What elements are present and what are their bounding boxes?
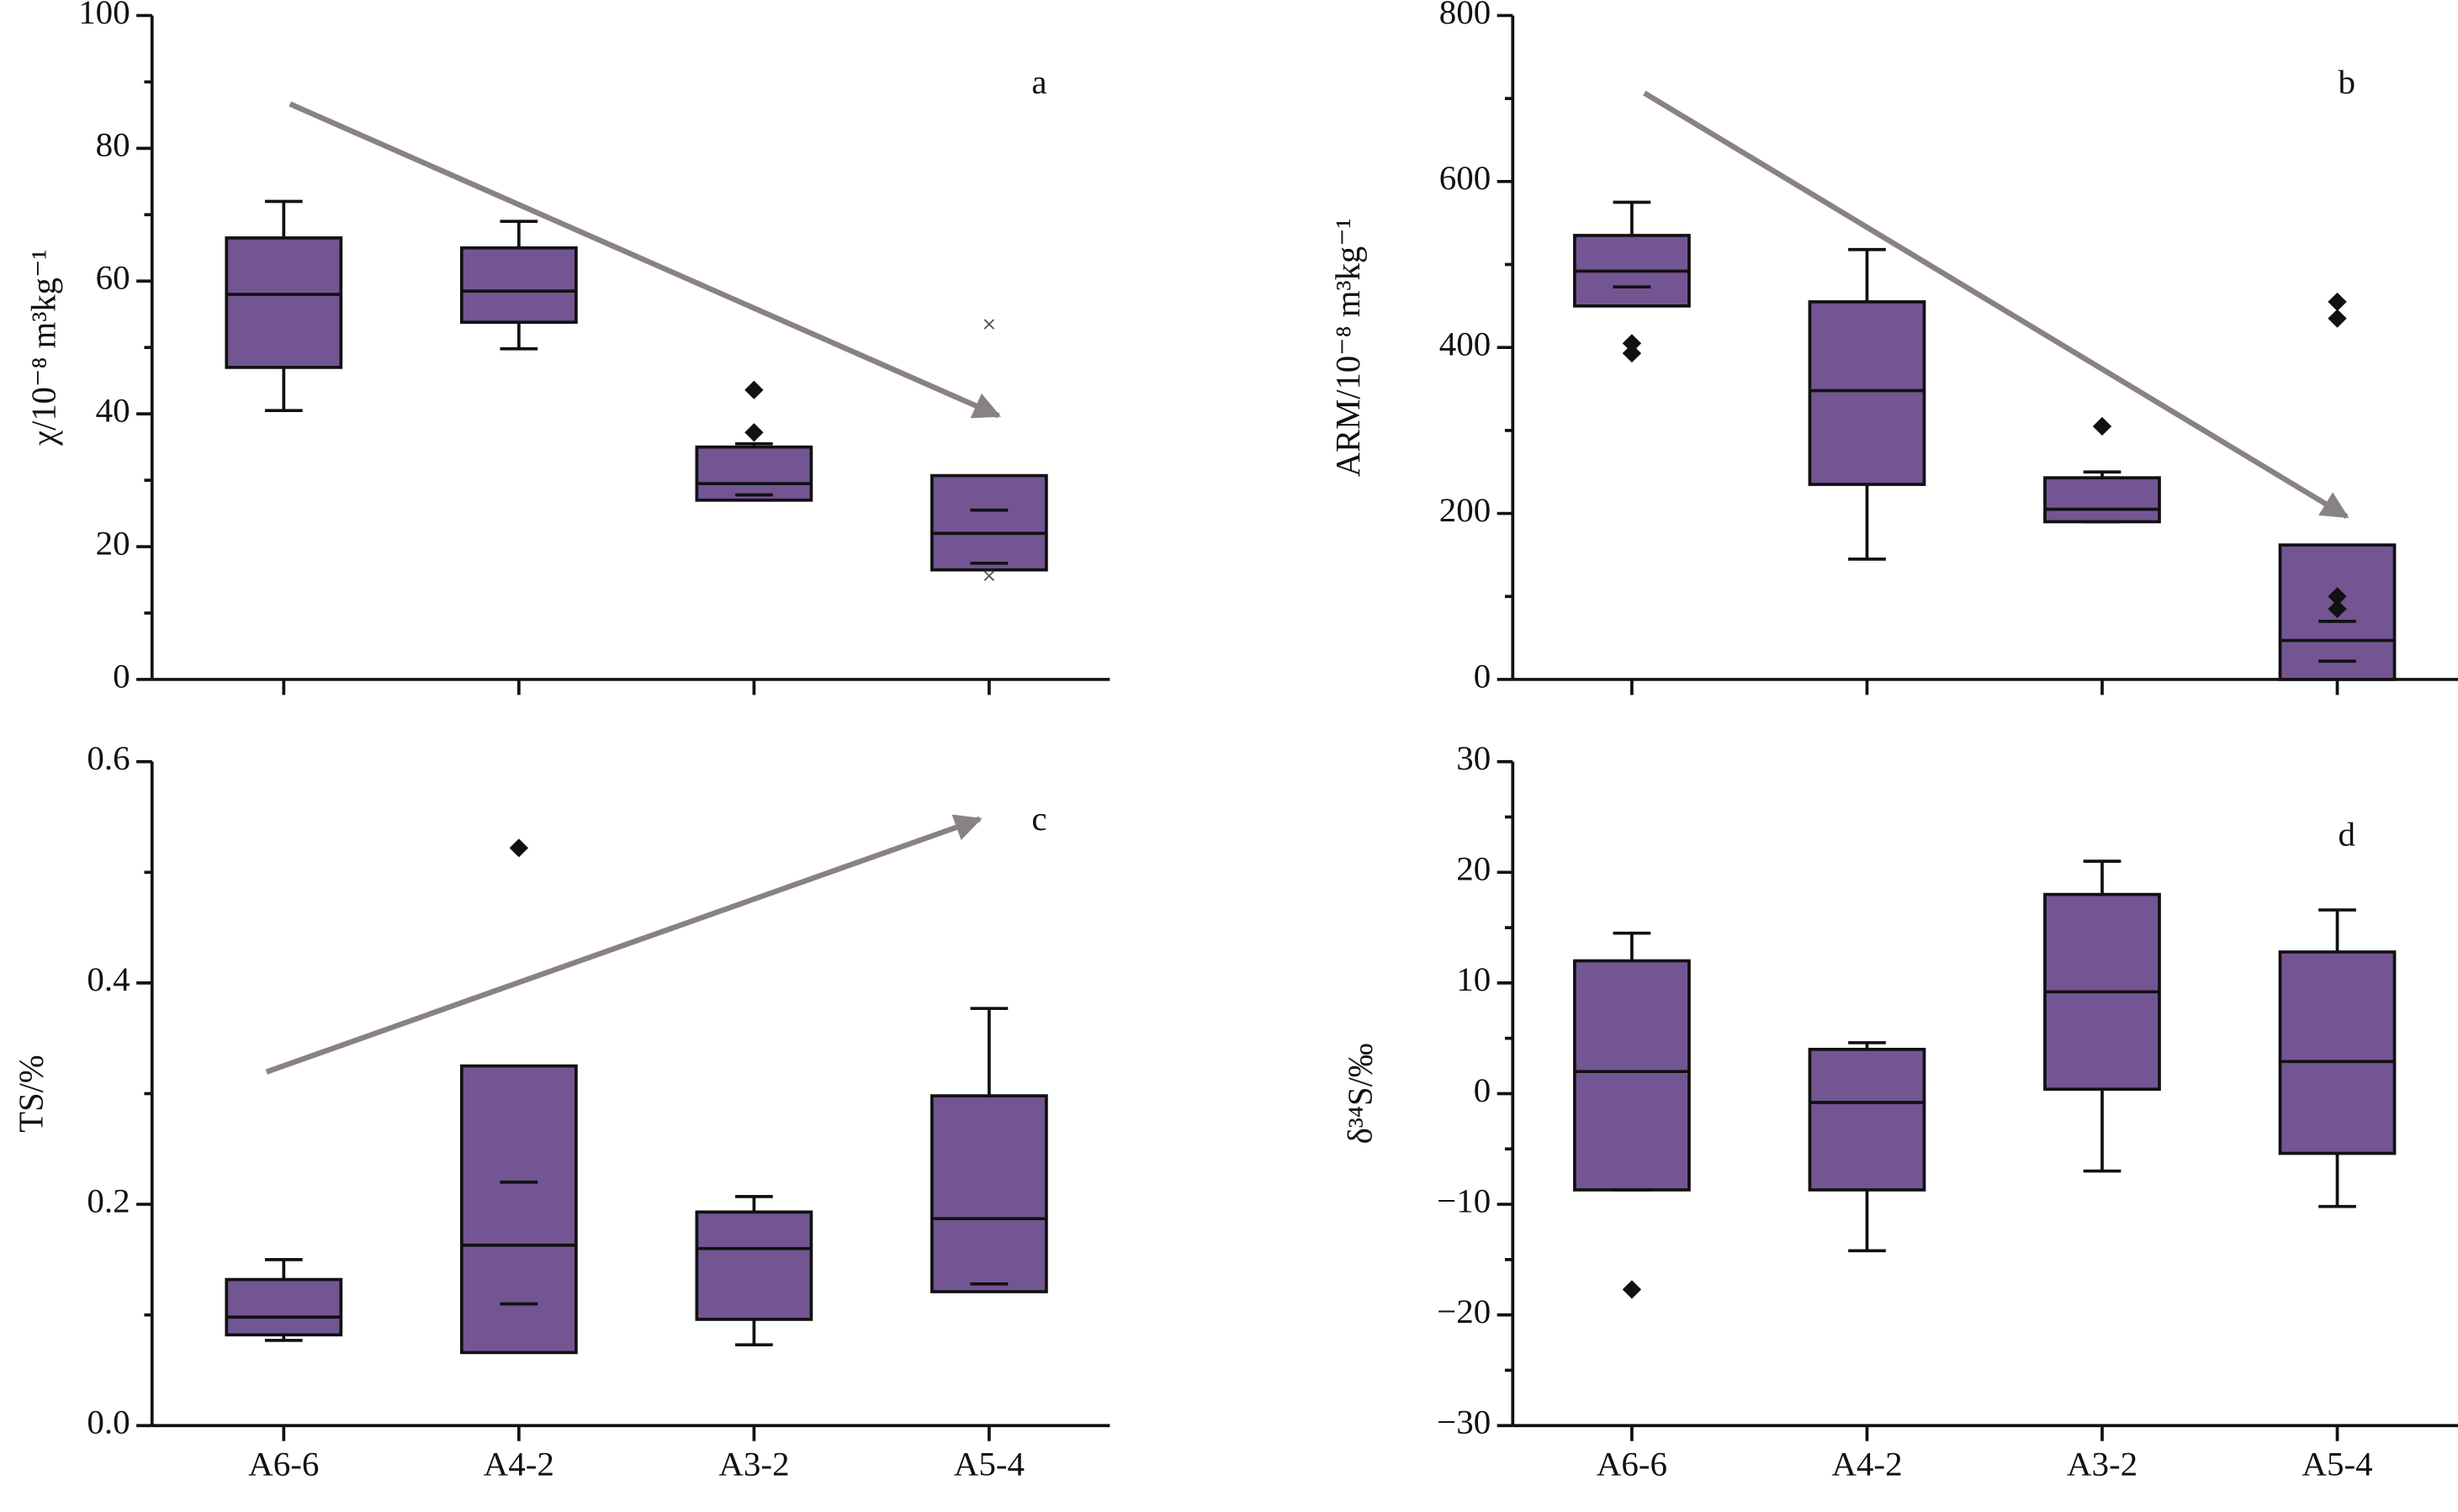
box-group [2278,908,2397,1208]
outlier [1622,334,1642,353]
y-tick-label: 100 [78,0,130,31]
box-group [225,1258,343,1342]
outlier [744,423,764,442]
y-tick-label: 0.4 [87,960,130,998]
x-tick-label: A5-4 [954,1446,1025,1483]
outlier [1622,344,1642,363]
panel-label: a [1031,63,1046,101]
y-tick-label: 0.2 [87,1182,130,1220]
y-tick-label: −30 [1437,1404,1491,1441]
panel-label: c [1031,800,1046,838]
y-tick-label: 20 [1456,850,1491,888]
y-axis-label: TS/% [12,1055,50,1132]
box [1808,300,1926,486]
y-tick-label: 0 [113,657,130,695]
box [225,1277,343,1337]
box-group [695,380,813,502]
box-group [459,838,578,1355]
panel-label: b [2338,63,2355,101]
y-tick-label: −10 [1437,1182,1491,1220]
y-tick-label: 60 [96,259,130,297]
x-tick-label: A4-2 [484,1446,554,1483]
x-tick-label: A4-2 [1831,1446,1902,1483]
panel-label: d [2338,816,2355,854]
box [225,236,343,369]
y-tick-label: 400 [1439,325,1491,363]
box [695,1210,813,1321]
y-tick-label: 40 [96,392,130,430]
y-tick-label: 30 [1456,739,1491,777]
box [2043,476,2161,524]
box-group [459,219,578,351]
box-group [2043,416,2161,524]
box-group [1808,1041,1926,1253]
box [459,1064,578,1355]
trend-arrow [265,814,983,1075]
y-tick-label: −20 [1437,1293,1491,1330]
box [930,1094,1048,1293]
box [1808,1047,1926,1192]
outlier [2328,292,2347,311]
x-tick-label: A3-2 [718,1446,789,1483]
y-tick-label: 0.0 [87,1404,130,1441]
box [695,445,813,502]
box-group [695,1195,813,1347]
box-group [1808,247,1926,561]
trend-arrow [1643,90,2349,520]
outlier [2328,600,2347,619]
outlier [1622,1280,1642,1299]
box [459,246,578,325]
box-group [930,1007,1048,1293]
y-tick-label: 80 [96,126,130,164]
y-axis-label: χ/10⁻⁸ m³kg⁻¹ [24,249,62,446]
outlier [2328,309,2347,328]
y-tick-label: 600 [1439,159,1491,197]
box [1573,959,1691,1192]
outlier [2092,416,2112,436]
y-tick-label: 0 [1474,657,1491,695]
y-axis-label: δ³⁴S/‰ [1341,1044,1379,1145]
y-axis-label: ARM/10⁻⁸ m³kg⁻¹ [1329,218,1367,477]
x-tick-label: A3-2 [2067,1446,2138,1483]
box [930,473,1048,572]
extreme [983,570,995,581]
box-group [2043,859,2161,1173]
outlier [2328,587,2347,606]
y-tick-label: 0.6 [87,739,130,777]
box-group [1573,931,1691,1299]
box-group [930,319,1048,581]
box-group [1573,200,1691,363]
trend-arrows [265,90,2349,1075]
extreme [983,319,995,330]
box [2278,950,2397,1155]
y-tick-label: 0 [1474,1071,1491,1109]
y-tick-label: 20 [96,525,130,563]
x-tick-label: A6-6 [1597,1446,1667,1483]
outlier [744,380,764,399]
x-tick-label: A5-4 [2302,1446,2372,1483]
x-tick-label: A6-6 [248,1446,319,1483]
box-group [225,199,343,413]
outlier [509,838,529,858]
y-tick-label: 800 [1439,0,1491,31]
y-tick-label: 10 [1456,960,1491,998]
y-tick-label: 200 [1439,491,1491,529]
trend-arrow [289,101,1002,419]
